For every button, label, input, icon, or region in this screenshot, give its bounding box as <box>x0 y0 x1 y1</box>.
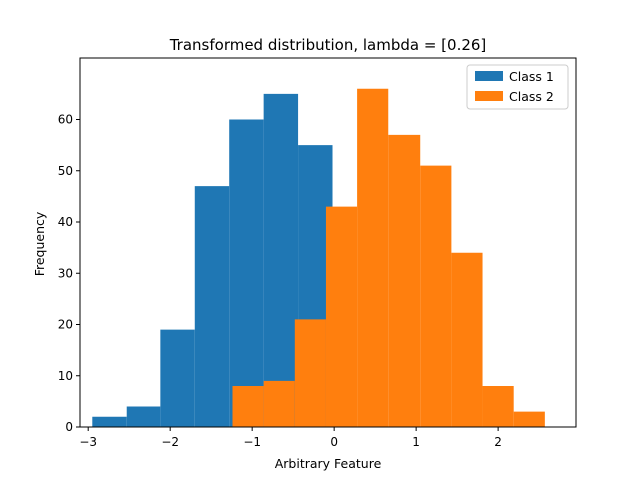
histogram-bar-series2-bin1 <box>232 386 264 427</box>
legend-label-2: Class 2 <box>509 89 554 104</box>
legend-label-1: Class 1 <box>509 69 554 84</box>
legend-swatch-1 <box>475 71 503 81</box>
y-tick-label: 10 <box>58 369 73 383</box>
y-tick-label: 20 <box>58 318 73 332</box>
chart-title: Transformed distribution, lambda = [0.26… <box>169 36 487 54</box>
histogram-bar-series1-bin1 <box>92 416 127 427</box>
x-tick-label: 0 <box>330 435 338 449</box>
histogram-bar-series2-bin6 <box>388 134 421 427</box>
x-tick-label: −1 <box>243 435 261 449</box>
y-tick-label: 0 <box>65 420 73 434</box>
histogram-bar-series2-bin2 <box>263 380 295 427</box>
histogram-bar-series2-bin9 <box>482 386 514 427</box>
bars-layer <box>92 88 545 427</box>
histogram-bar-series2-bin5 <box>357 88 389 427</box>
histogram-bar-series1-bin4 <box>194 186 230 427</box>
y-tick-label: 30 <box>58 266 73 280</box>
x-tick-label: 2 <box>494 435 502 449</box>
x-tick-label: 1 <box>412 435 420 449</box>
x-tick-label: −2 <box>161 435 179 449</box>
x-axis-label: Arbitrary Feature <box>275 456 382 471</box>
histogram-bar-series1-bin6 <box>263 93 299 427</box>
histogram-bar-series1-bin5 <box>229 119 264 427</box>
y-tick-label: 60 <box>58 113 73 127</box>
histogram-bar-series2-bin3 <box>294 319 326 427</box>
y-tick-label: 40 <box>58 215 73 229</box>
y-axis-label: Frequency <box>32 211 47 276</box>
y-tick-label: 50 <box>58 164 73 178</box>
x-tick-label: −3 <box>79 435 97 449</box>
legend-swatch-2 <box>475 91 503 101</box>
legend: Class 1 Class 2 <box>466 64 569 110</box>
histogram-bar-series2-bin8 <box>451 252 483 427</box>
histogram-bar-series2-bin7 <box>420 165 452 427</box>
histogram-bar-series2-bin10 <box>513 411 545 427</box>
histogram-bar-series1-bin3 <box>160 329 195 427</box>
plot-frame <box>79 57 577 428</box>
histogram-bar-series2-bin4 <box>325 206 358 427</box>
histogram-bar-series1-bin2 <box>126 406 161 427</box>
